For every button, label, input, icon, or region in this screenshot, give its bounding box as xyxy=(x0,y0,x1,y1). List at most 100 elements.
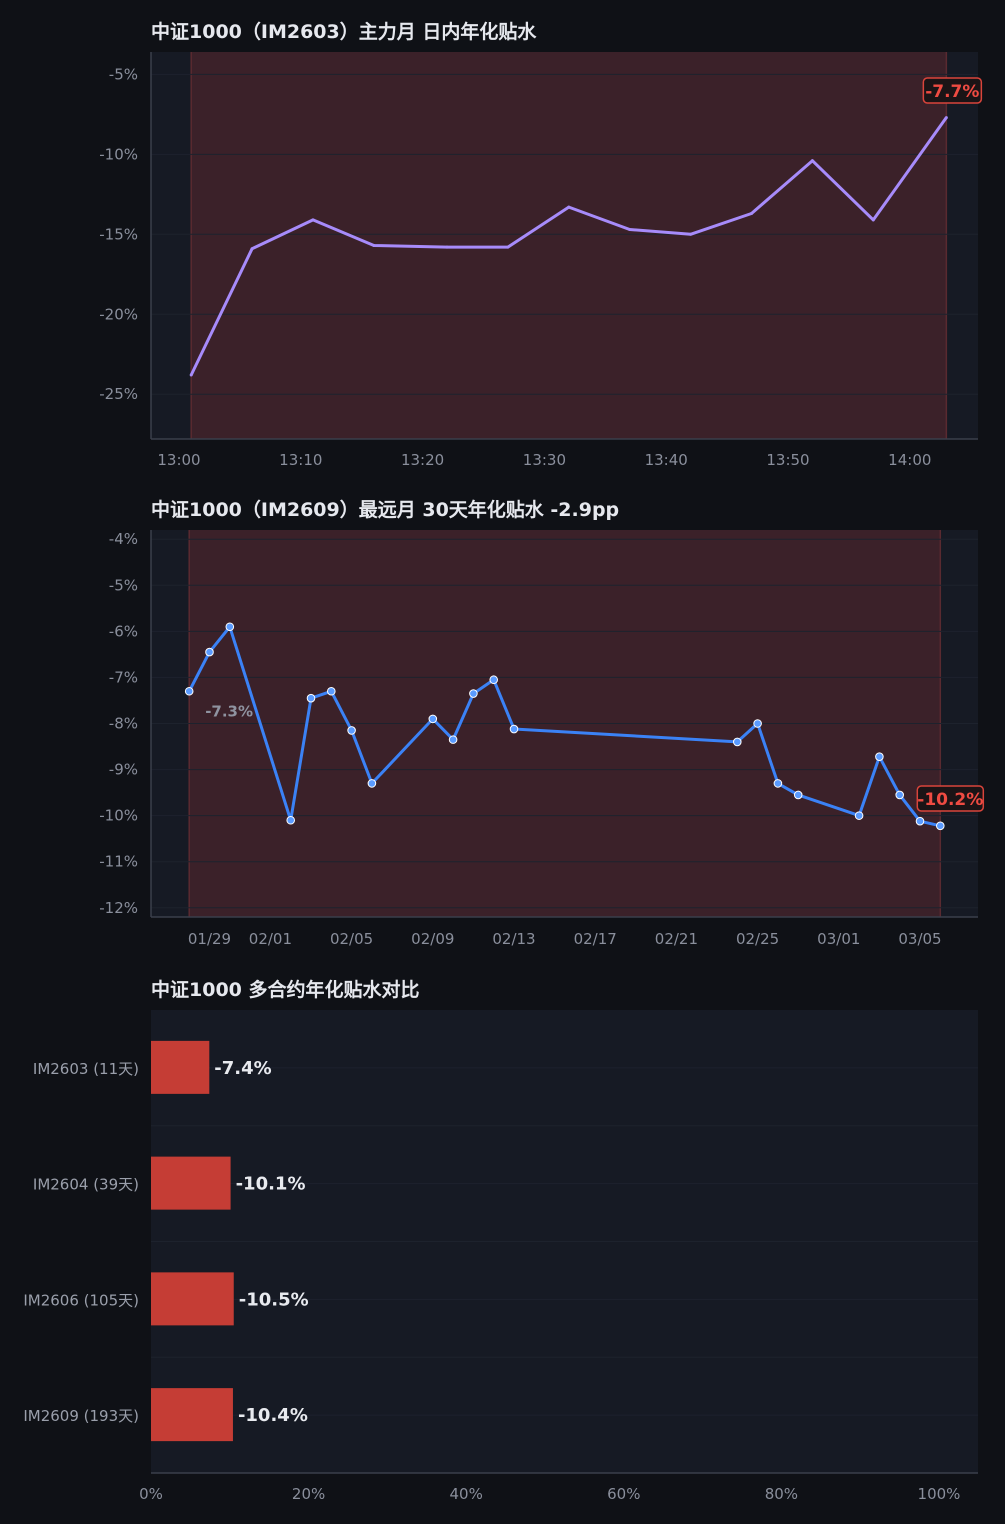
thirty-day-y-tick: -12% xyxy=(99,899,138,917)
intraday-end-label: -7.7% xyxy=(925,82,979,102)
intraday-plot-area xyxy=(151,52,978,439)
contracts-bar xyxy=(151,1388,233,1442)
intraday-band xyxy=(191,52,947,439)
thirty-day-point xyxy=(753,719,762,728)
thirty-day-y-tick: -8% xyxy=(109,715,138,733)
thirty-day-end-label: -10.2% xyxy=(917,790,983,810)
intraday-point xyxy=(944,116,948,120)
contracts-x-tick: 40% xyxy=(450,1485,483,1503)
intraday-point xyxy=(810,159,814,163)
contracts-category-label: IM2603 (11天) xyxy=(33,1060,139,1078)
intraday-chart-title: 中证1000（IM2603）主力月 日内年化贴水 xyxy=(151,20,537,43)
intraday-point xyxy=(250,247,254,251)
contracts-x-tick: 60% xyxy=(607,1485,640,1503)
thirty-day-y-tick: -9% xyxy=(109,761,138,779)
thirty-day-point xyxy=(854,811,864,820)
contracts-chart: 0% 20% 40% 60% 80% 100% IM2603 (11天) -7.4% IM260… xyxy=(23,1010,978,1503)
intraday-y-tick: -20% xyxy=(99,305,138,323)
intraday-point xyxy=(871,218,875,222)
intraday-point xyxy=(506,245,510,249)
contracts-value-label: -7.4% xyxy=(214,1058,271,1079)
thirty-day-point xyxy=(428,714,438,724)
intraday-point xyxy=(628,228,632,232)
thirty-day-x-tick: 01/29 xyxy=(188,930,231,948)
thirty-day-point xyxy=(915,816,925,826)
intraday-x-tick: 13:50 xyxy=(766,451,809,469)
intraday-point xyxy=(445,245,449,249)
intraday-x-tick: 13:10 xyxy=(279,451,322,469)
thirty-day-x-tick: 02/17 xyxy=(574,930,617,948)
thirty-day-point xyxy=(286,815,296,825)
thirty-day-point xyxy=(733,737,742,747)
intraday-y-tick: -10% xyxy=(99,145,138,163)
intraday-point xyxy=(311,218,315,222)
thirty-day-point xyxy=(327,686,336,696)
thirty-day-start-label: -7.3% xyxy=(205,702,253,720)
thirty-day-point xyxy=(895,790,905,800)
thirty-day-y-tick: -11% xyxy=(99,853,138,871)
contracts-category-label: IM2606 (105天) xyxy=(23,1291,139,1309)
intraday-chart: -5% -10% -15% -20% -25% 13:00 13:10 13:20 13:30 1… xyxy=(99,52,983,469)
intraday-y-tick: -15% xyxy=(99,225,138,243)
contracts-x-tick: 0% xyxy=(139,1485,163,1503)
thirty-day-series-line xyxy=(187,625,941,828)
thirty-day-x-tick: 02/13 xyxy=(492,930,535,948)
thirty-day-point xyxy=(469,689,478,698)
thirty-day-point xyxy=(793,790,803,800)
intraday-point xyxy=(749,212,753,216)
thirty-day-y-tick: -10% xyxy=(99,807,138,825)
contracts-bar xyxy=(151,1156,231,1210)
thirty-day-point xyxy=(773,779,783,788)
intraday-x-tick: 13:40 xyxy=(645,451,688,469)
intraday-point xyxy=(567,205,571,209)
contracts-value-label: -10.5% xyxy=(239,1289,309,1310)
thirty-day-point xyxy=(875,752,884,761)
thirty-day-point xyxy=(184,686,194,696)
thirty-day-chart-title: 中证1000（IM2609）最远月 30天年化贴水 -2.9pp xyxy=(151,498,619,521)
thirty-day-end-label-box xyxy=(916,785,985,812)
intraday-y-tick: -5% xyxy=(109,65,138,83)
thirty-day-x-tick: 02/09 xyxy=(411,930,454,948)
thirty-day-point xyxy=(225,622,235,632)
thirty-day-point xyxy=(489,675,499,685)
intraday-x-tick: 13:20 xyxy=(401,451,444,469)
thirty-day-point xyxy=(936,821,945,831)
intraday-x-tick: 13:30 xyxy=(523,451,566,469)
thirty-day-chart: -4% -5% -6% -7% -8% -9% -10% -11% -12% 01/29 02/01… xyxy=(99,530,985,948)
intraday-point xyxy=(689,232,693,236)
contracts-category-label: IM2609 (193天) xyxy=(23,1407,139,1425)
contracts-x-tick: 80% xyxy=(765,1485,798,1503)
contracts-bar xyxy=(151,1272,234,1326)
thirty-day-point xyxy=(367,779,377,788)
thirty-day-point xyxy=(448,735,458,744)
contracts-value-label: -10.1% xyxy=(236,1174,306,1195)
thirty-day-x-tick: 03/01 xyxy=(817,930,860,948)
thirty-day-y-tick: -7% xyxy=(109,668,138,686)
thirty-day-x-tick: 02/25 xyxy=(736,930,779,948)
thirty-day-x-tick: 02/01 xyxy=(249,930,292,948)
intraday-point xyxy=(189,373,193,377)
contracts-category-label: IM2604 (39天) xyxy=(33,1176,139,1194)
contracts-chart-title: 中证1000 多合约年化贴水对比 xyxy=(151,978,420,1001)
thirty-day-x-tick: 03/05 xyxy=(898,930,941,948)
intraday-x-tick: 14:00 xyxy=(888,451,931,469)
thirty-day-y-tick: -5% xyxy=(109,576,138,594)
thirty-day-x-tick: 02/21 xyxy=(655,930,698,948)
thirty-day-point xyxy=(509,724,519,734)
intraday-x-tick: 13:00 xyxy=(157,451,200,469)
intraday-y-tick: -25% xyxy=(99,385,138,403)
thirty-day-x-tick: 02/05 xyxy=(330,930,373,948)
thirty-day-y-tick: -4% xyxy=(109,530,138,548)
contracts-value-label: -10.4% xyxy=(238,1405,308,1426)
contracts-x-tick: 100% xyxy=(918,1485,961,1503)
thirty-day-point xyxy=(347,726,356,735)
contracts-x-tick: 20% xyxy=(292,1485,325,1503)
intraday-point xyxy=(372,244,376,247)
contracts-bar xyxy=(151,1040,210,1094)
thirty-day-point xyxy=(205,647,214,657)
intraday-end-label-box xyxy=(922,77,983,104)
thirty-day-y-tick: -6% xyxy=(109,622,138,640)
thirty-day-point xyxy=(306,693,316,703)
